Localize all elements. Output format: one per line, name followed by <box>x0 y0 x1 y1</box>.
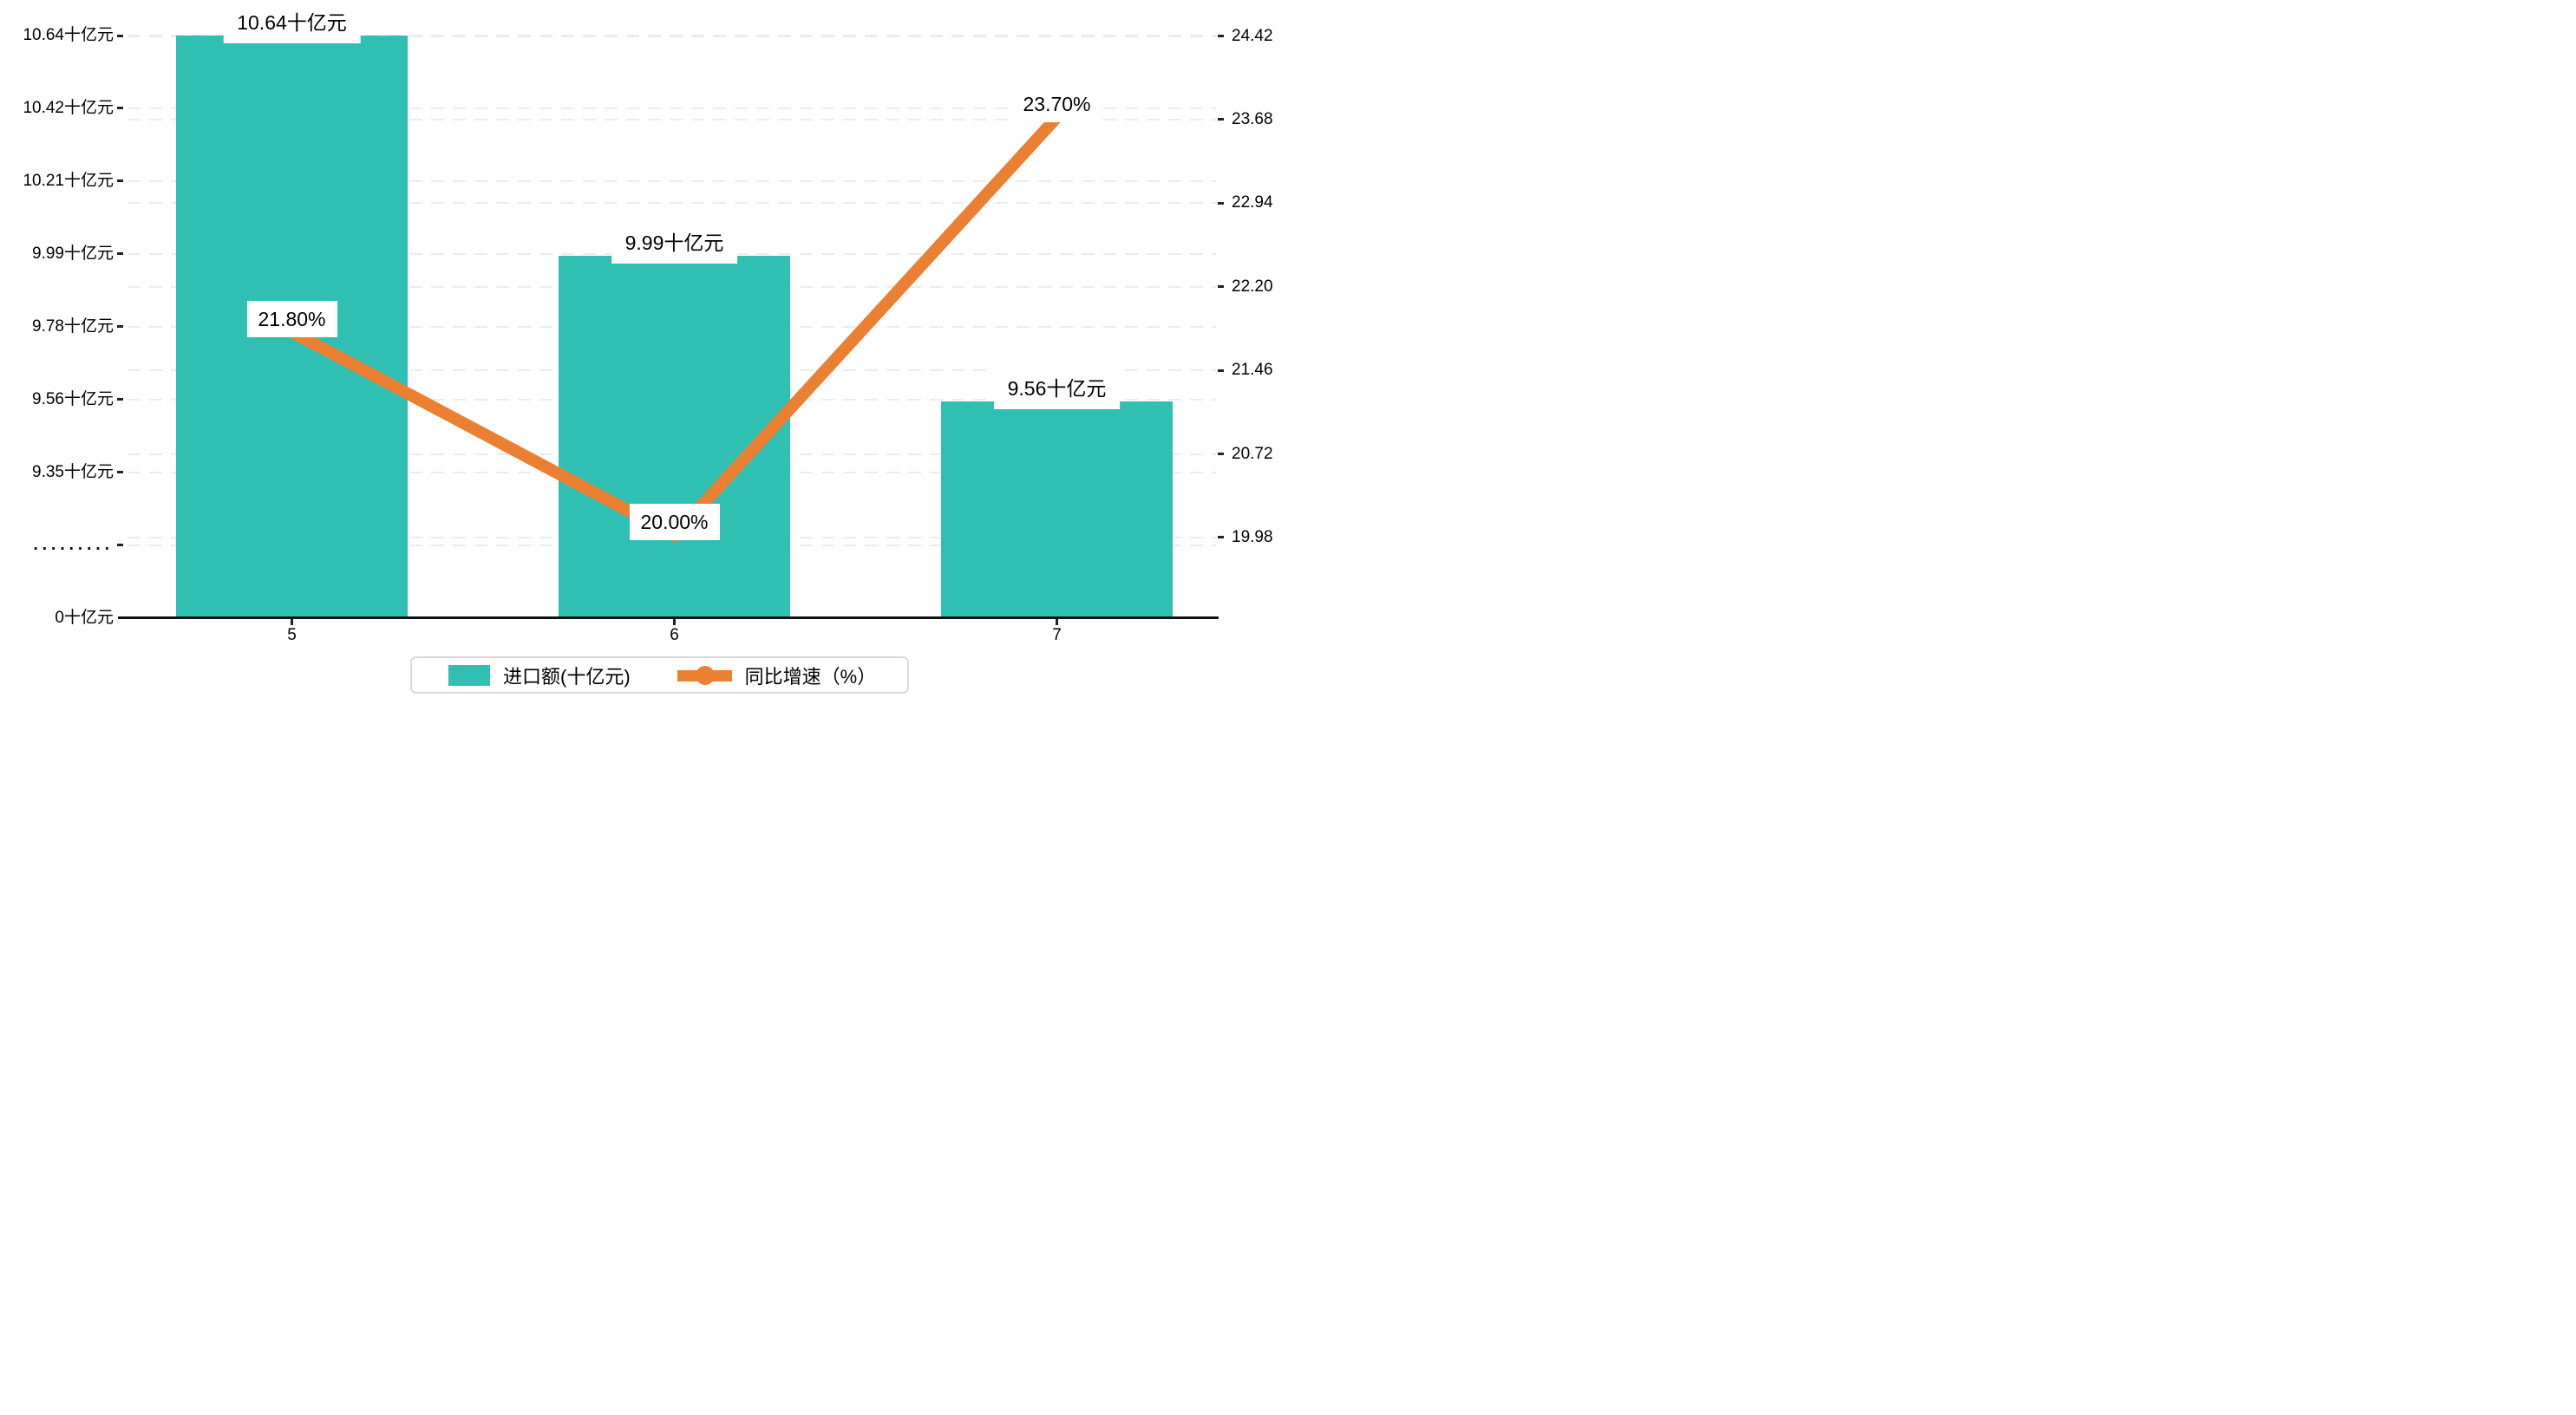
y-axis-left-tick-8: 0十亿元 <box>55 608 114 627</box>
gridline-right-2 <box>127 202 1216 205</box>
growth-point-label-1: 20.00% <box>629 504 720 541</box>
legend-label-import[interactable]: 进口额(十亿元) <box>503 665 631 688</box>
y-axis-left-tickmark-4 <box>117 325 123 329</box>
y-axis-left-tickmark-3 <box>117 252 123 256</box>
y-axis-right-tick-6: 19.98 <box>1232 527 1273 546</box>
bar-value-label-0: 10.64十亿元 <box>223 3 361 43</box>
y-axis-right-tick-1: 23.68 <box>1232 109 1273 128</box>
growth-point-label-2: 23.70% <box>1011 86 1102 123</box>
x-axis-label-6: 6 <box>670 626 679 644</box>
growth-rate-line[interactable] <box>289 113 1062 544</box>
y-axis-left-tick-0: 10.64十亿元 <box>23 26 114 44</box>
y-axis-right-tick-0: 24.42 <box>1232 26 1273 45</box>
y-axis-right-tickmark-0 <box>1218 35 1224 37</box>
chart-legend: 进口额(十亿元) 同比增速（%） <box>410 656 909 694</box>
y-axis-left-tickmark-5 <box>117 398 123 401</box>
x-axis-tickmark-0 <box>291 619 293 625</box>
y-axis-right-tickmark-6 <box>1218 536 1224 539</box>
x-axis-line <box>118 616 1219 619</box>
y-axis-right-tickmark-1 <box>1218 118 1224 121</box>
legend-line-dot-icon <box>677 665 732 686</box>
y-axis-left-tick-7: ......... <box>33 535 114 554</box>
y-axis-right-tick-3: 22.20 <box>1232 277 1273 296</box>
bar-import-month-7[interactable] <box>940 401 1174 618</box>
y-axis-left-tick-1: 10.42十亿元 <box>23 98 114 117</box>
y-axis-left-tickmark-1 <box>117 107 123 110</box>
bar-value-label-1: 9.99十亿元 <box>611 222 738 264</box>
y-axis-right-tick-4: 21.46 <box>1232 361 1273 380</box>
y-axis-left-tickmark-6 <box>117 471 123 474</box>
gridline-right-0 <box>127 35 1216 37</box>
y-axis-right-tick-2: 22.94 <box>1232 193 1273 212</box>
x-axis-label-7: 7 <box>1052 626 1062 644</box>
y-axis-left-tick-6: 9.35十亿元 <box>32 462 114 481</box>
gridline-right-1 <box>127 118 1216 121</box>
legend-label-growth[interactable]: 同比增速（%） <box>744 665 877 688</box>
import-growth-chart: 10.64十亿元 9.99十亿元 9.56十亿元 21.80% 20.00% 23.70%… <box>0 0 1288 708</box>
x-axis-tickmark-1 <box>673 619 676 625</box>
y-axis-right-tick-5: 20.72 <box>1232 444 1273 463</box>
y-axis-left-tick-2: 10.21十亿元 <box>23 171 114 190</box>
y-axis-left-tickmark-0 <box>117 34 123 37</box>
y-axis-right-tickmark-4 <box>1218 368 1224 372</box>
y-axis-right-tickmark-2 <box>1218 201 1224 205</box>
y-axis-right-tickmark-3 <box>1218 285 1224 289</box>
y-axis-left-tick-3: 9.99十亿元 <box>32 244 114 263</box>
gridline-left-1 <box>127 107 1216 109</box>
y-axis-right-tickmark-5 <box>1218 453 1224 455</box>
bar-value-label-2: 9.56十亿元 <box>993 368 1121 409</box>
bar-import-month-6[interactable] <box>558 255 791 618</box>
x-axis-label-5: 5 <box>287 626 297 644</box>
y-axis-left-tick-5: 9.56十亿元 <box>32 389 114 408</box>
legend-bar-swatch <box>448 664 490 686</box>
y-axis-left-tickmark-2 <box>117 179 123 183</box>
y-axis-left-tick-4: 9.78十亿元 <box>32 316 114 336</box>
x-axis-tickmark-2 <box>1056 619 1058 625</box>
growth-point-label-0: 21.80% <box>246 300 337 337</box>
y-axis-left-tickmark-7 <box>117 544 123 547</box>
gridline-left-2 <box>127 179 1216 182</box>
